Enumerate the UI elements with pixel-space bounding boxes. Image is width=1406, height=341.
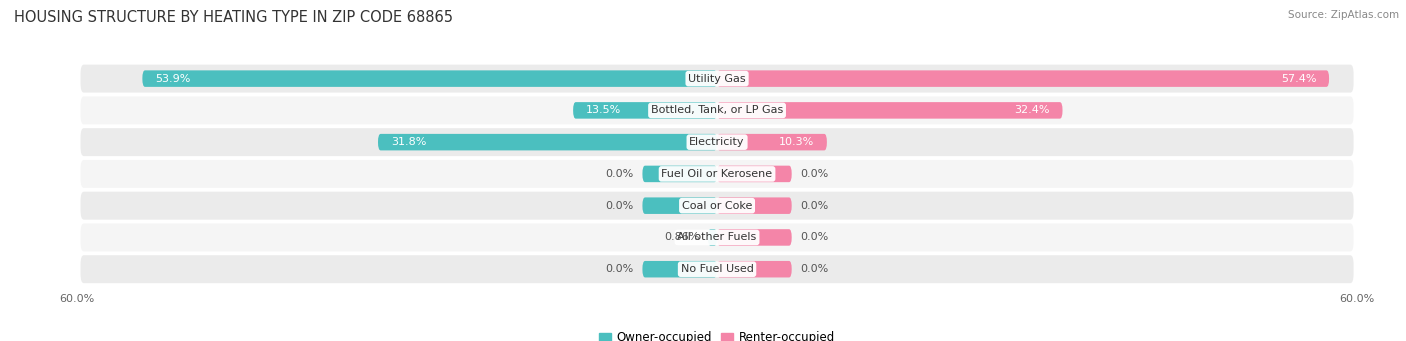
FancyBboxPatch shape xyxy=(643,197,717,214)
FancyBboxPatch shape xyxy=(80,97,1354,124)
Text: 0.0%: 0.0% xyxy=(606,264,634,274)
Text: 0.0%: 0.0% xyxy=(606,169,634,179)
Text: 57.4%: 57.4% xyxy=(1281,74,1316,84)
FancyBboxPatch shape xyxy=(80,128,1354,156)
Text: Fuel Oil or Kerosene: Fuel Oil or Kerosene xyxy=(661,169,773,179)
Text: 10.3%: 10.3% xyxy=(779,137,814,147)
FancyBboxPatch shape xyxy=(80,160,1354,188)
FancyBboxPatch shape xyxy=(378,134,717,150)
Text: Coal or Coke: Coal or Coke xyxy=(682,201,752,211)
FancyBboxPatch shape xyxy=(80,223,1354,251)
Text: 0.0%: 0.0% xyxy=(606,201,634,211)
Text: 0.0%: 0.0% xyxy=(800,264,828,274)
Text: Bottled, Tank, or LP Gas: Bottled, Tank, or LP Gas xyxy=(651,105,783,115)
FancyBboxPatch shape xyxy=(717,261,792,278)
Text: HOUSING STRUCTURE BY HEATING TYPE IN ZIP CODE 68865: HOUSING STRUCTURE BY HEATING TYPE IN ZIP… xyxy=(14,10,453,25)
FancyBboxPatch shape xyxy=(717,70,1329,87)
FancyBboxPatch shape xyxy=(717,197,792,214)
FancyBboxPatch shape xyxy=(80,255,1354,283)
Text: Electricity: Electricity xyxy=(689,137,745,147)
FancyBboxPatch shape xyxy=(643,166,717,182)
FancyBboxPatch shape xyxy=(717,134,827,150)
FancyBboxPatch shape xyxy=(574,102,717,119)
Text: Source: ZipAtlas.com: Source: ZipAtlas.com xyxy=(1288,10,1399,20)
Text: 0.86%: 0.86% xyxy=(664,233,699,242)
FancyBboxPatch shape xyxy=(643,261,717,278)
Text: 53.9%: 53.9% xyxy=(155,74,191,84)
FancyBboxPatch shape xyxy=(717,229,792,246)
Text: 0.0%: 0.0% xyxy=(800,169,828,179)
Text: 0.0%: 0.0% xyxy=(800,201,828,211)
FancyBboxPatch shape xyxy=(707,229,717,246)
Text: No Fuel Used: No Fuel Used xyxy=(681,264,754,274)
Text: Utility Gas: Utility Gas xyxy=(689,74,745,84)
Legend: Owner-occupied, Renter-occupied: Owner-occupied, Renter-occupied xyxy=(593,326,841,341)
Text: 32.4%: 32.4% xyxy=(1014,105,1050,115)
Text: 0.0%: 0.0% xyxy=(800,233,828,242)
FancyBboxPatch shape xyxy=(717,166,792,182)
FancyBboxPatch shape xyxy=(80,192,1354,220)
FancyBboxPatch shape xyxy=(80,65,1354,93)
Text: 31.8%: 31.8% xyxy=(391,137,426,147)
FancyBboxPatch shape xyxy=(142,70,717,87)
Text: All other Fuels: All other Fuels xyxy=(678,233,756,242)
FancyBboxPatch shape xyxy=(717,102,1063,119)
Text: 13.5%: 13.5% xyxy=(586,105,621,115)
